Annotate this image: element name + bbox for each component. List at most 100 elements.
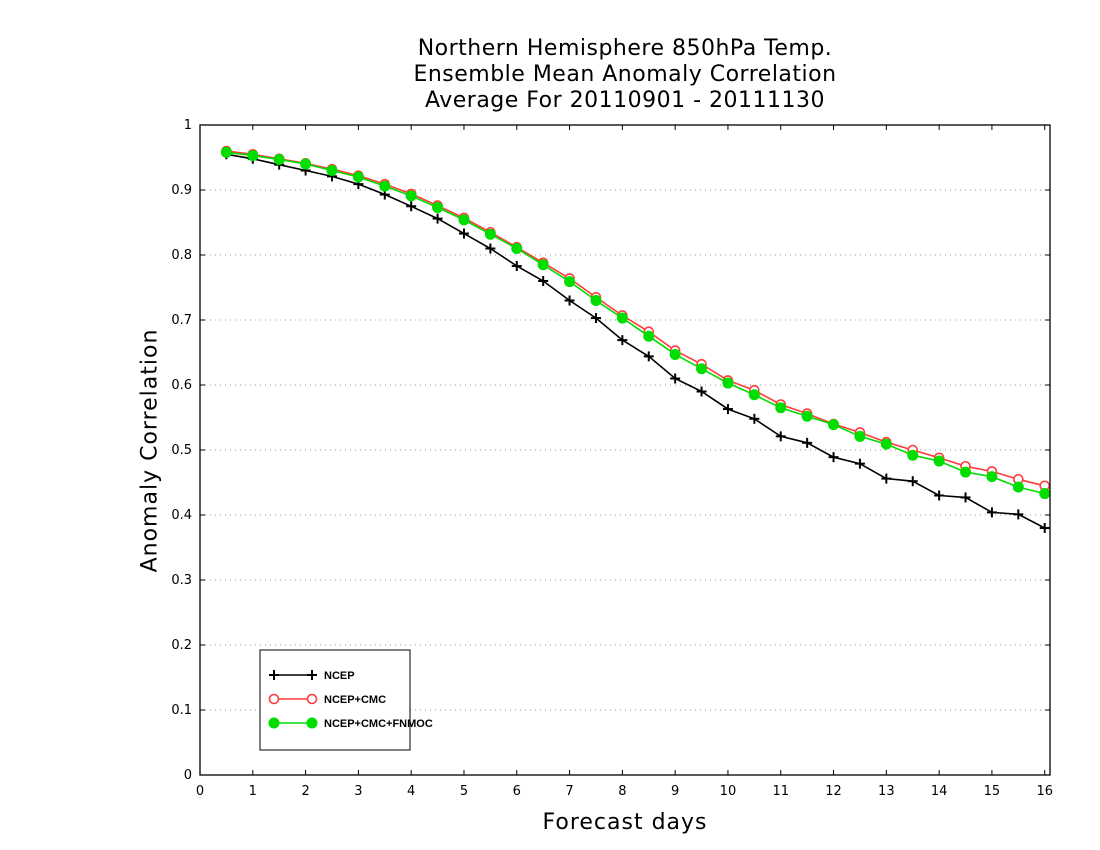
- legend-marker: [268, 693, 280, 705]
- x-tick-label: 13: [878, 784, 895, 799]
- legend-marker: [306, 693, 318, 705]
- chart-title-line-1: Northern Hemisphere 850hPa Temp.: [417, 36, 833, 61]
- data-point: [828, 452, 839, 463]
- x-tick-label: 7: [565, 784, 573, 799]
- data-point: [670, 373, 681, 384]
- data-point: [749, 413, 760, 424]
- data-point: [801, 410, 813, 422]
- data-point: [220, 146, 232, 158]
- data-point: [405, 190, 417, 202]
- data-point: [907, 476, 918, 487]
- data-point: [775, 431, 786, 442]
- data-point: [538, 276, 549, 286]
- x-tick-label: 4: [407, 784, 415, 799]
- y-tick-label: 0.9: [171, 183, 192, 198]
- data-point: [564, 276, 576, 288]
- data-point: [643, 351, 654, 362]
- x-tick-label: 14: [931, 784, 948, 799]
- data-point: [379, 180, 391, 192]
- data-point: [696, 386, 707, 397]
- data-point: [352, 171, 364, 183]
- data-point: [775, 402, 787, 414]
- data-point: [880, 438, 892, 450]
- data-point: [1012, 481, 1024, 493]
- legend-marker: [268, 717, 280, 729]
- legend-marker: [306, 717, 318, 729]
- series-ncep-cmc: [221, 145, 1051, 492]
- legend-item: NCEP+CMC+FNMOC: [268, 717, 433, 730]
- data-point: [1039, 488, 1051, 500]
- data-point: [643, 330, 655, 342]
- y-tick-label: 0.1: [171, 703, 192, 718]
- data-point: [854, 458, 865, 469]
- x-tick-label: 9: [671, 784, 679, 799]
- data-point: [616, 312, 628, 324]
- y-tick-label: 0.2: [171, 638, 192, 653]
- y-tick-label: 0.4: [171, 508, 192, 523]
- data-point: [300, 158, 312, 170]
- series-line: [226, 150, 1045, 487]
- data-point: [590, 295, 602, 306]
- series-ncep: [221, 149, 1050, 533]
- y-tick-label: 0.7: [171, 313, 192, 328]
- axis-ticks: 00.10.20.30.40.50.60.70.80.910 1 2 3 4 5 6 7 8 9 1…: [171, 118, 1053, 799]
- data-point: [986, 507, 997, 518]
- data-point: [564, 295, 575, 306]
- x-tick-label: 6: [513, 784, 521, 799]
- y-tick-label: 0: [184, 768, 192, 783]
- x-tick-label: 8: [618, 784, 626, 799]
- y-axis-label: Anomaly Correlation: [137, 328, 163, 573]
- x-tick-label: 12: [825, 784, 842, 799]
- x-tick-label: 1: [249, 784, 257, 799]
- data-point: [960, 492, 971, 503]
- x-tick-label: 0: [196, 784, 204, 799]
- x-tick-label: 5: [460, 784, 468, 799]
- data-point: [907, 449, 919, 461]
- x-axis-label: Forecast days: [542, 810, 708, 835]
- data-point: [326, 165, 338, 176]
- data-point: [247, 150, 259, 162]
- data-point: [617, 335, 628, 346]
- x-tick-label: 11: [772, 784, 789, 799]
- data-point: [802, 437, 813, 448]
- data-point: [933, 455, 945, 467]
- y-tick-label: 0.8: [171, 248, 192, 263]
- legend-item: NCEP: [269, 670, 355, 682]
- data-point: [590, 313, 601, 324]
- data-point: [986, 471, 998, 483]
- x-tick-label: 2: [301, 784, 309, 799]
- legend-item: NCEP+CMC: [268, 693, 386, 706]
- series-ncep-cmc-fnmoc: [220, 146, 1051, 500]
- x-tick-label: 16: [1036, 784, 1053, 799]
- data-point: [458, 214, 470, 226]
- data-point: [722, 404, 733, 415]
- chart-title-line-2: Ensemble Mean Anomaly Correlation: [413, 62, 837, 87]
- y-tick-label: 0.5: [171, 443, 192, 458]
- data-point: [485, 243, 496, 254]
- legend: NCEP NCEP+CMC NCEP+CMC+FNMOC: [259, 649, 433, 751]
- gridlines: [200, 189, 1050, 711]
- data-point: [273, 153, 285, 165]
- legend-box: [259, 649, 411, 751]
- x-tick-label: 10: [720, 784, 737, 799]
- legend-label: NCEP+CMC+FNMOC: [324, 718, 433, 730]
- x-tick-label: 3: [354, 784, 362, 799]
- legend-label: NCEP: [324, 670, 355, 682]
- data-point: [934, 490, 945, 501]
- chart-title-line-3: Average For 20110901 - 20111130: [424, 88, 826, 113]
- series-line: [226, 153, 1046, 529]
- data-point: [484, 228, 496, 240]
- data-point: [432, 213, 443, 224]
- data-point: [828, 419, 840, 431]
- data-point: [722, 377, 734, 389]
- data-point: [696, 363, 708, 375]
- data-point: [511, 243, 523, 254]
- data-point: [432, 202, 444, 214]
- data-point: [960, 466, 972, 478]
- y-tick-label: 0.6: [171, 378, 192, 393]
- y-tick-label: 1: [184, 118, 192, 133]
- data-point: [854, 430, 866, 442]
- y-tick-label: 0.3: [171, 573, 192, 588]
- data-point: [1013, 509, 1024, 520]
- data-point: [669, 348, 681, 360]
